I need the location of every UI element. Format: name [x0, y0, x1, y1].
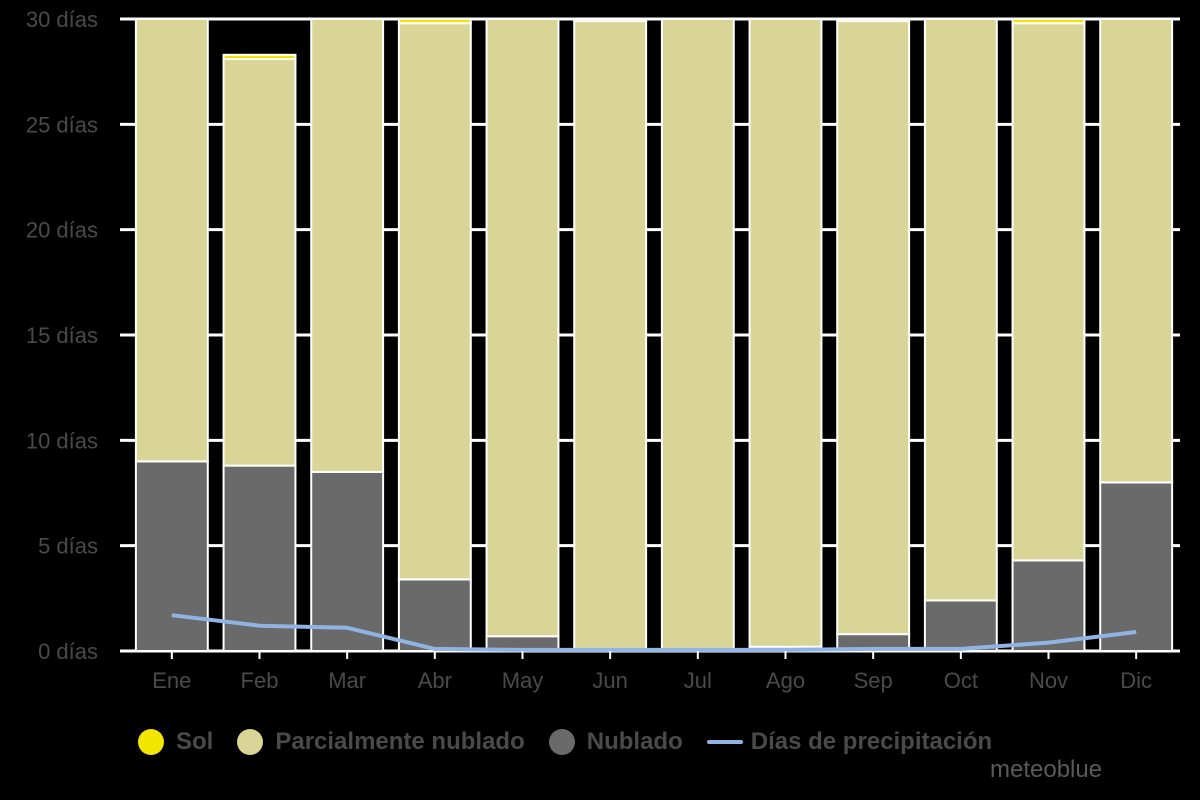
y-tick-label: 0 días	[38, 639, 98, 664]
legend: Sol Parcialmente nublado Nublado Días de…	[138, 728, 1016, 756]
x-tick-label: Ene	[152, 668, 191, 693]
y-tick-label: 20 días	[26, 218, 98, 243]
bar-segment-sun	[836, 18, 911, 23]
bar-segment-cloudy	[310, 470, 385, 652]
bar-segment-partly	[836, 20, 911, 636]
bar-segment-partly	[134, 18, 209, 463]
legend-item-precipitacion[interactable]: Días de precipitación	[706, 728, 993, 756]
bar-segment-cloudy	[923, 599, 998, 653]
y-tick-label: 5 días	[38, 534, 98, 559]
bar-segment-partly	[485, 18, 560, 638]
y-tick-label: 15 días	[26, 323, 98, 348]
x-tick-label: Oct	[944, 668, 978, 693]
y-tick-label: 10 días	[26, 428, 98, 453]
legend-label-parcialmente-nublado: Parcialmente nublado	[275, 728, 525, 755]
precipitation-line-icon	[706, 740, 743, 744]
x-tick-label: Sep	[854, 668, 893, 693]
x-axis-ticks: Ene Feb Mar Abr May Jun Jul Ago Sep Oct Nov Dic	[152, 651, 1152, 693]
y-tick-label: 30 días	[26, 7, 98, 32]
x-tick-label: Dic	[1120, 668, 1152, 693]
x-tick-label: Nov	[1029, 668, 1068, 693]
legend-label-nublado: Nublado	[586, 728, 683, 755]
precipitation-line	[171, 613, 1137, 652]
bar-segment-partly	[222, 58, 297, 467]
brand-logo: meteoblue	[990, 756, 1103, 783]
bar-segment-cloudy	[397, 578, 472, 653]
cloudy-marker-icon	[548, 729, 575, 755]
partly-cloudy-marker-icon	[237, 729, 264, 755]
bar-segment-partly	[573, 20, 648, 650]
legend-item-parcialmente-nublado[interactable]: Parcialmente nublado	[237, 728, 525, 756]
bar-segment-partly	[397, 22, 472, 581]
bar-segment-sun	[397, 18, 472, 25]
x-tick-label: Mar	[328, 668, 366, 693]
legend-label-precipitacion: Días de precipitación	[750, 728, 993, 755]
x-tick-label: Ago	[766, 668, 805, 693]
bar-segment-partly	[1099, 18, 1174, 484]
bar-segment-partly	[923, 18, 998, 602]
bar-segment-cloudy	[1099, 481, 1174, 653]
bar-segment-cloudy	[1011, 559, 1086, 652]
bar-segment-partly	[1011, 22, 1086, 562]
bar-segment-partly	[310, 18, 385, 473]
bars	[134, 18, 1174, 653]
bar-segment-cloudy	[134, 460, 209, 652]
bar-segment-partly	[660, 18, 735, 650]
legend-label-sol: Sol	[176, 728, 214, 755]
y-tick-label: 25 días	[26, 112, 98, 137]
x-tick-label: May	[502, 668, 544, 693]
bar-segment-sun	[222, 53, 297, 61]
x-tick-label: Feb	[241, 668, 279, 693]
stacked-bar-chart: 0 días 5 días 10 días 15 días 20 días 25 días…	[26, 7, 1180, 693]
bar-segment-partly	[748, 18, 823, 648]
precipitation-line-layer	[171, 613, 1137, 652]
bar-segment-cloudy	[222, 464, 297, 653]
x-tick-label: Jul	[684, 668, 712, 693]
x-tick-label: Abr	[418, 668, 452, 693]
x-tick-label: Jun	[592, 668, 627, 693]
y-axis-ticks: 0 días 5 días 10 días 15 días 20 días 25 días…	[26, 7, 128, 664]
gridlines	[128, 17, 1180, 653]
bar-segment-sun	[1011, 18, 1086, 25]
sol-marker-icon	[138, 729, 164, 755]
legend-item-nublado[interactable]: Nublado	[548, 728, 683, 756]
legend-item-sol[interactable]: Sol	[138, 728, 213, 756]
bar-segment-sun	[573, 18, 648, 23]
